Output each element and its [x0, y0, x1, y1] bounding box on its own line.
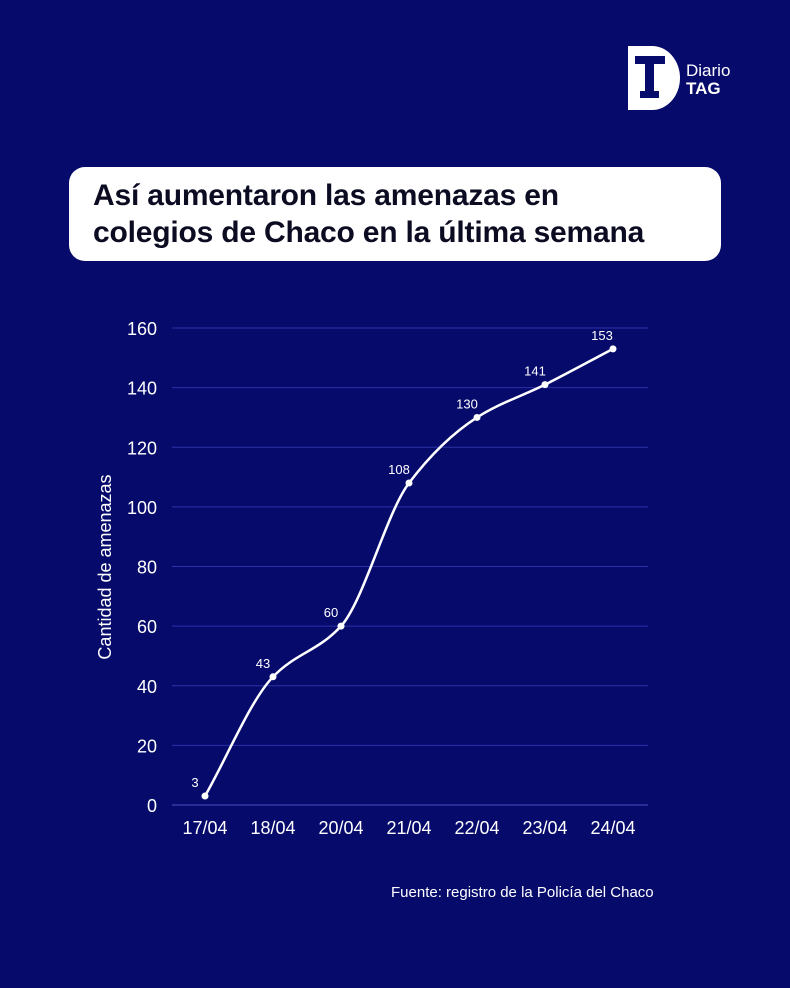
y-tick-label: 60: [137, 617, 157, 637]
data-label: 141: [524, 364, 546, 379]
data-label: 3: [191, 775, 198, 790]
brand-logo: Diario TAG: [628, 46, 758, 112]
y-tick-label: 40: [137, 677, 157, 697]
chart-title-line2: colegios de Chaco en la última semana: [93, 216, 645, 249]
tag-logo-icon: [628, 46, 680, 110]
data-point: [609, 345, 617, 353]
y-tick-label: 80: [137, 558, 157, 578]
data-point: [473, 413, 481, 421]
data-point: [405, 479, 413, 487]
x-tick-label: 17/04: [182, 818, 227, 838]
x-tick-label: 21/04: [386, 818, 431, 838]
data-label: 153: [591, 328, 613, 343]
series-line: [203, 347, 615, 798]
grid-lines: [172, 327, 648, 806]
brand-line1: Diario: [686, 61, 731, 80]
data-label: 60: [324, 605, 338, 620]
chart-title-line1: Así aumentaron las amenazas en: [93, 179, 559, 212]
title-card: Así aumentaron las amenazas en colegios …: [69, 167, 721, 261]
data-labels: 3 43 60 108 130 141 153: [191, 328, 612, 790]
y-tick-label: 20: [137, 736, 157, 756]
data-point: [541, 381, 549, 389]
y-tick-label: 120: [127, 438, 157, 458]
x-tick-label: 18/04: [250, 818, 295, 838]
y-tick-label: 140: [127, 379, 157, 399]
x-axis-ticks: 17/04 18/04 20/04 21/04 22/04 23/04 24/04: [182, 818, 635, 838]
data-point: [269, 673, 277, 681]
brand-line2: TAG: [686, 79, 721, 98]
data-points: [201, 345, 617, 800]
data-point: [337, 622, 345, 630]
data-label: 43: [256, 656, 270, 671]
source-note: Fuente: registro de la Policía del Chaco: [391, 884, 654, 901]
x-tick-label: 23/04: [522, 818, 567, 838]
data-point: [201, 792, 209, 800]
x-tick-label: 22/04: [454, 818, 499, 838]
data-label: 130: [456, 396, 478, 411]
x-tick-label: 24/04: [590, 818, 635, 838]
y-axis-ticks: 0 20 40 60 80 100 120 140 160: [127, 319, 157, 816]
y-axis-label: Cantidad de amenazas: [95, 474, 115, 659]
y-tick-label: 160: [127, 319, 157, 339]
y-tick-label: 100: [127, 498, 157, 518]
y-tick-label: 0: [147, 796, 157, 816]
x-tick-label: 20/04: [318, 818, 363, 838]
data-label: 108: [388, 462, 410, 477]
